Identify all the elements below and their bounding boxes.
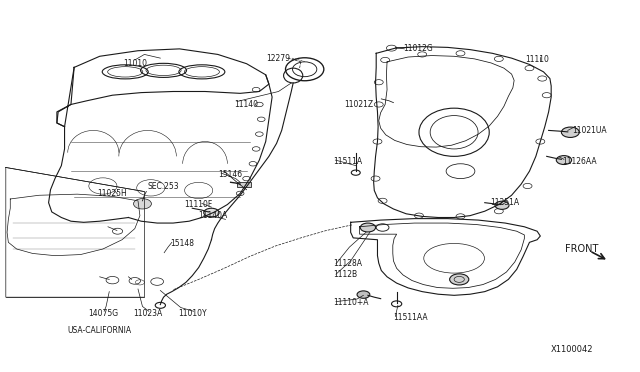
Text: 15148: 15148 — [170, 239, 194, 248]
Circle shape — [236, 191, 244, 196]
Circle shape — [494, 56, 503, 61]
FancyBboxPatch shape — [237, 182, 251, 187]
Circle shape — [525, 65, 534, 71]
Circle shape — [255, 102, 263, 107]
Circle shape — [456, 51, 465, 56]
Text: 11128A: 11128A — [333, 259, 362, 268]
Text: FRONT: FRONT — [565, 244, 598, 254]
Text: 11025H: 11025H — [97, 189, 127, 198]
Text: 14075G: 14075G — [88, 310, 118, 318]
Text: 11021UA: 11021UA — [572, 126, 607, 135]
Circle shape — [376, 224, 389, 231]
Text: SEC.253: SEC.253 — [148, 182, 179, 190]
Text: 11140A: 11140A — [198, 211, 228, 220]
Circle shape — [252, 87, 260, 92]
Circle shape — [204, 208, 219, 217]
Circle shape — [252, 147, 260, 151]
Circle shape — [381, 57, 390, 62]
Circle shape — [561, 127, 579, 137]
Circle shape — [374, 80, 383, 85]
Text: 15146: 15146 — [218, 170, 242, 179]
Text: X1100042: X1100042 — [551, 344, 593, 353]
Circle shape — [536, 139, 545, 144]
Text: 12279: 12279 — [266, 54, 291, 62]
Text: 11021Z: 11021Z — [344, 100, 373, 109]
Circle shape — [249, 161, 257, 166]
Text: 11010: 11010 — [123, 59, 147, 68]
Circle shape — [257, 117, 265, 122]
Circle shape — [243, 176, 250, 181]
Text: USA-CALIFORNIA: USA-CALIFORNIA — [68, 326, 132, 335]
Circle shape — [415, 213, 424, 218]
Circle shape — [418, 52, 427, 57]
Circle shape — [373, 139, 382, 144]
Circle shape — [374, 102, 383, 107]
Text: 11012G: 11012G — [403, 44, 433, 53]
Text: 11251A: 11251A — [491, 198, 520, 207]
Circle shape — [456, 214, 465, 219]
Text: 11110F: 11110F — [184, 200, 212, 209]
Text: 11023A: 11023A — [133, 310, 162, 318]
Text: 11110: 11110 — [525, 55, 549, 64]
Circle shape — [371, 176, 380, 181]
Circle shape — [378, 198, 387, 203]
Text: 11511AA: 11511AA — [394, 313, 428, 322]
Text: 1112B: 1112B — [333, 270, 357, 279]
Text: 11140: 11140 — [234, 100, 258, 109]
Circle shape — [450, 274, 468, 285]
Circle shape — [360, 223, 376, 232]
Circle shape — [523, 183, 532, 189]
Text: 11110+A: 11110+A — [333, 298, 368, 307]
Circle shape — [495, 201, 509, 209]
Circle shape — [357, 291, 370, 298]
Text: 11010Y: 11010Y — [178, 310, 207, 318]
Circle shape — [255, 132, 263, 137]
Circle shape — [387, 45, 397, 51]
Circle shape — [134, 199, 152, 209]
Text: 11126AA: 11126AA — [563, 157, 597, 166]
Circle shape — [538, 76, 547, 81]
Circle shape — [556, 155, 572, 164]
Text: 11511A: 11511A — [333, 157, 362, 166]
Circle shape — [494, 209, 503, 214]
Circle shape — [542, 93, 551, 98]
